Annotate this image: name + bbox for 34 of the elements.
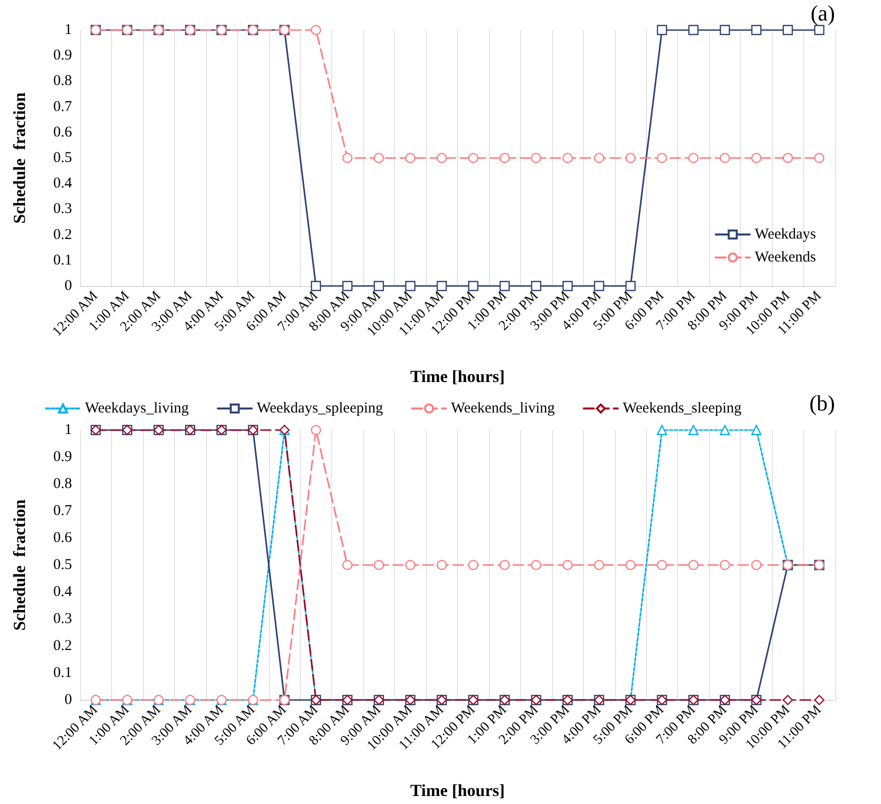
- x-axis-title: Time [hours]: [410, 781, 505, 800]
- y-tick-label: 0.7: [53, 98, 72, 115]
- y-tick-label: 0.5: [53, 150, 72, 166]
- legend-label: Weekdays_spleeping: [256, 400, 384, 416]
- y-axis-title: Schedule fraction: [10, 92, 29, 224]
- y-tick-label: 0.3: [53, 611, 72, 627]
- chart-title: (b): [809, 390, 836, 416]
- y-axis-title: Schedule fraction: [10, 498, 29, 631]
- y-tick-label: 0: [64, 692, 72, 708]
- y-tick-label: 0.2: [53, 638, 72, 654]
- y-tick-label: 1: [64, 422, 72, 438]
- chart-title: (a): [810, 0, 836, 26]
- y-tick-label: 0.8: [53, 73, 72, 90]
- y-tick-label: 0.9: [53, 449, 72, 465]
- y-tick-label: 0.7: [53, 503, 72, 519]
- legend-label: Weekdays_living: [85, 400, 190, 416]
- legend-label: Weekends_sleeping: [622, 400, 742, 416]
- x-axis-title: Time [hours]: [410, 367, 505, 386]
- y-tick-label: 0.4: [53, 176, 72, 192]
- legend-label: Weekdays: [754, 226, 816, 242]
- y-tick-label: 0.9: [53, 48, 72, 64]
- y-tick-label: 0.3: [53, 201, 72, 218]
- y-tick-label: 1: [64, 22, 72, 38]
- y-tick-label: 0.4: [53, 584, 72, 600]
- y-tick-label: 0.6: [53, 124, 72, 140]
- y-tick-label: 0.8: [53, 476, 72, 492]
- y-tick-label: 0: [64, 278, 72, 294]
- y-tick-label: 0.1: [53, 665, 72, 681]
- y-tick-label: 0.6: [53, 530, 72, 546]
- legend-label: Weekends: [754, 250, 816, 266]
- y-tick-label: 0.1: [53, 252, 72, 268]
- y-tick-label: 0.5: [53, 557, 72, 573]
- y-tick-label: 0.2: [53, 226, 72, 243]
- legend-label: Weekends_living: [451, 400, 556, 416]
